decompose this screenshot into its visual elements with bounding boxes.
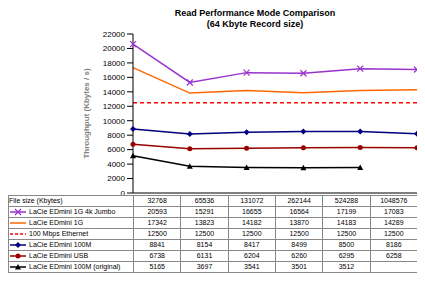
html-text:17083: 17083 [384, 208, 404, 215]
svg-text:0: 0 [121, 189, 126, 195]
html-text:File size (Kbytes): File size (Kbytes) [9, 197, 63, 204]
html-text:17199: 17199 [336, 208, 357, 215]
svg-text:14000: 14000 [103, 88, 126, 97]
html-text:8841: 8841 [149, 241, 165, 248]
html-text:12500: 12500 [384, 230, 404, 237]
html-text:8154: 8154 [196, 241, 213, 248]
html-text:8499: 8499 [291, 241, 307, 248]
svg-text:Throughput (Kbytes / s): Throughput (Kbytes / s) [82, 68, 91, 159]
html-text:8186: 8186 [386, 241, 402, 248]
html-text:20593: 20593 [147, 208, 167, 215]
html-text:12500: 12500 [194, 230, 215, 237]
html-text:5165: 5165 [149, 263, 165, 270]
svg-text:10000: 10000 [103, 117, 126, 126]
svg-text:8000: 8000 [107, 131, 125, 140]
svg-text:4000: 4000 [107, 160, 125, 169]
html-text:131072: 131072 [240, 197, 264, 204]
html-text:15291: 15291 [194, 208, 215, 215]
html-text:12500: 12500 [147, 230, 167, 237]
html-text:262144: 262144 [287, 197, 311, 204]
html-text:17342: 17342 [147, 219, 167, 226]
svg-text:2000: 2000 [107, 174, 125, 183]
html-text:LaCie EDmini 100M (original): LaCie EDmini 100M (original) [29, 263, 121, 270]
svg-text:18000: 18000 [103, 59, 126, 68]
html-text:1048576: 1048576 [380, 197, 408, 204]
html-text:32768: 32768 [147, 197, 167, 204]
svg-text:16000: 16000 [103, 73, 126, 82]
html-text:524288: 524288 [334, 197, 359, 204]
html-text:LaCie EDmini 1G: LaCie EDmini 1G [29, 219, 84, 226]
html-text:14183: 14183 [336, 219, 357, 226]
html-text:6131: 6131 [196, 252, 213, 259]
html-text:12500: 12500 [242, 230, 262, 237]
html-text:14289: 14289 [384, 219, 404, 226]
html-text:6738: 6738 [149, 252, 165, 259]
html-text:13823: 13823 [194, 219, 215, 226]
html-text:13870: 13870 [289, 219, 309, 226]
html-text:LaCie EDmini USB: LaCie EDmini USB [29, 252, 89, 259]
html-text:3697: 3697 [196, 263, 213, 270]
html-text:8417: 8417 [244, 241, 260, 248]
html-text:100 Mbps Ethernet: 100 Mbps Ethernet [29, 230, 89, 237]
html-text:16564: 16564 [289, 208, 309, 215]
html-text:Read Performance Mode Comparis: Read Performance Mode Comparison [174, 8, 336, 18]
svg-text:20000: 20000 [103, 44, 126, 53]
html-text:LaCie EDmini 1G 4k Jumbo: LaCie EDmini 1G 4k Jumbo [29, 208, 116, 215]
svg-text:22000: 22000 [103, 30, 126, 39]
html-text:3541: 3541 [244, 263, 260, 270]
html-text:6258: 6258 [386, 252, 402, 259]
html-text:12500: 12500 [289, 230, 309, 237]
html-text:14182: 14182 [242, 219, 262, 226]
html-text:6260: 6260 [291, 252, 307, 259]
svg-text:12000: 12000 [103, 102, 126, 111]
html-text:3512: 3512 [338, 263, 355, 270]
html-text:LaCie EDmini 100M: LaCie EDmini 100M [29, 241, 92, 248]
html-text:8500: 8500 [338, 241, 355, 248]
html-text:6295: 6295 [338, 252, 355, 259]
html-text:65536: 65536 [194, 197, 215, 204]
html-text:3501: 3501 [291, 263, 307, 270]
svg-text:6000: 6000 [107, 145, 125, 154]
html-text:16655: 16655 [242, 208, 262, 215]
html-text:6204: 6204 [244, 252, 260, 259]
html-text:12500: 12500 [336, 230, 357, 237]
html-text:(64 Kbyte Record size): (64 Kbyte Record size) [206, 19, 304, 29]
